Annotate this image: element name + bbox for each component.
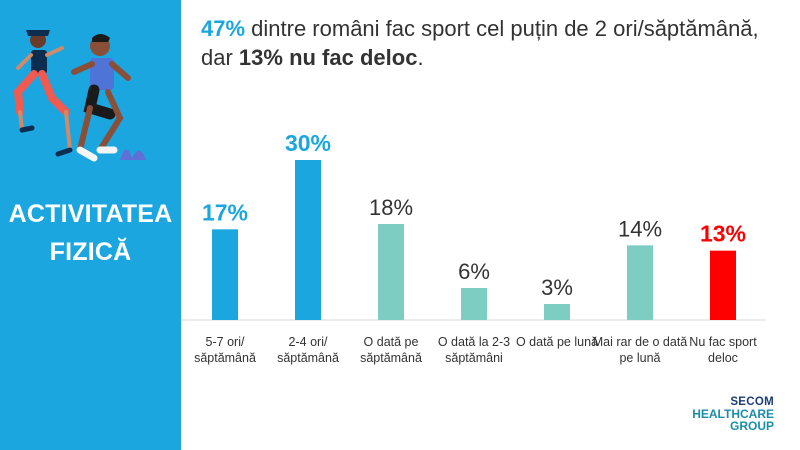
category-label-7: Nu fac sport deloc xyxy=(689,335,757,365)
bar-value-label-5: 3% xyxy=(541,275,573,300)
sidebar-title-line1: ACTIVITATEA xyxy=(8,200,173,228)
bar-3 xyxy=(378,224,404,320)
category-label-2: 2-4 ori/ săptămână xyxy=(277,335,339,365)
bar-7 xyxy=(710,250,736,320)
bar-chart: 17% 30% 18% 6% 3% 14% 13% xyxy=(181,130,766,321)
bar-value-label-6: 14% xyxy=(618,216,662,241)
bar-5 xyxy=(544,304,570,320)
logo-line1: SECOM xyxy=(730,396,774,408)
bar-1 xyxy=(212,229,238,320)
logo-line2: HEALTHCARE xyxy=(692,407,774,421)
bar-value-label-4: 6% xyxy=(458,259,490,284)
bar-6 xyxy=(627,245,653,320)
logo-line3: GROUP xyxy=(729,419,774,433)
headline-highlight-percent: 47% xyxy=(201,16,246,41)
bar-value-label-7: 13% xyxy=(700,221,746,247)
headline-highlight-none: 13% nu fac deloc xyxy=(238,45,418,70)
category-label-5: O dată pe lună xyxy=(515,335,598,349)
category-label-1: 5-7 ori/ săptămână xyxy=(194,335,256,365)
sidebar-panel: ACTIVITATEA FIZICĂ xyxy=(0,0,181,450)
category-label-6: Mai rar de o dată pe lună xyxy=(592,335,688,365)
bar-value-label-1: 17% xyxy=(202,199,248,225)
runners-illustration xyxy=(13,30,146,162)
bar-4 xyxy=(461,288,487,320)
category-label-3: O dată pe săptămână xyxy=(360,335,422,365)
sidebar-title-line2: FIZICĂ xyxy=(49,238,132,266)
bar-value-label-3: 18% xyxy=(369,195,413,220)
headline-end: . xyxy=(417,45,424,70)
headline-text: dintre români fac sport cel puțin de 2 o… xyxy=(201,16,759,70)
category-label-4: O dată la 2-3 săptămâni xyxy=(437,335,511,365)
bar-value-label-2: 30% xyxy=(285,130,331,156)
secom-logo: SECOM HEALTHCARE GROUP xyxy=(692,396,774,432)
headline: 47% dintre români fac sport cel puțin de… xyxy=(201,14,761,72)
bar-2 xyxy=(295,160,321,320)
